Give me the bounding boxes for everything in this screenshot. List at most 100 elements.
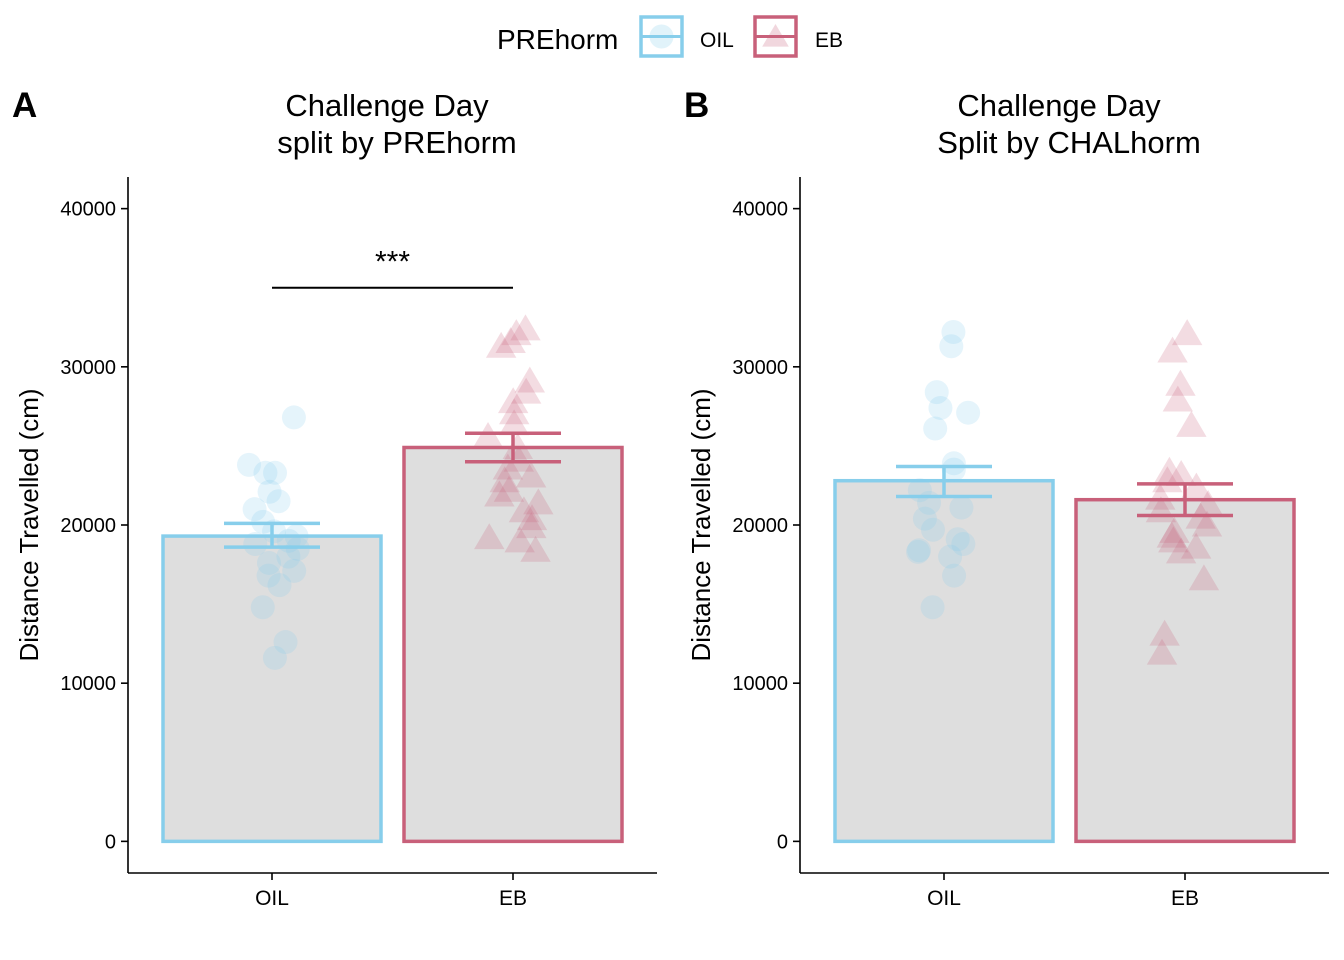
- x-tick-label: EB: [499, 887, 527, 910]
- data-point-oil: [276, 544, 301, 569]
- data-point-oil: [250, 595, 275, 620]
- data-point-oil: [928, 395, 953, 420]
- data-point-eb: [516, 512, 547, 539]
- y-tick-label: 10000: [60, 673, 116, 695]
- data-point-eb: [489, 466, 520, 493]
- data-point-eb: [495, 327, 526, 354]
- data-point-oil: [941, 320, 966, 345]
- legend-title: PREhorm: [497, 24, 618, 55]
- data-point-oil: [942, 563, 967, 588]
- data-point-eb: [1156, 521, 1187, 548]
- y-axis-label: Distance Travelled (cm): [14, 388, 44, 661]
- data-point-eb: [499, 398, 530, 425]
- legend-key-triangle-marker: [762, 24, 789, 47]
- x-tick-label: EB: [1171, 887, 1199, 910]
- data-point-oil: [282, 558, 307, 583]
- data-point-eb: [501, 319, 532, 346]
- y-tick-label: 20000: [60, 515, 116, 537]
- data-point-oil: [256, 563, 281, 588]
- data-point-eb: [1180, 532, 1212, 559]
- data-point-eb: [1159, 516, 1190, 543]
- data-point-oil: [939, 334, 964, 359]
- data-point-eb: [1165, 459, 1197, 486]
- data-point-oil: [257, 479, 282, 504]
- data-point-oil: [924, 380, 949, 405]
- data-point-eb: [520, 535, 551, 562]
- data-point-eb: [1188, 564, 1220, 591]
- data-point-oil: [945, 527, 970, 552]
- data-point-eb: [484, 480, 515, 507]
- y-tick-label: 30000: [732, 357, 788, 379]
- data-point-oil: [263, 460, 288, 485]
- legend-key-circle-marker: [649, 24, 674, 49]
- data-point-eb: [1176, 410, 1207, 437]
- data-point-eb: [508, 496, 540, 523]
- data-point-eb: [493, 475, 525, 502]
- panel-label: B: [684, 86, 709, 125]
- bar-oil: [161, 534, 383, 844]
- data-point-eb: [1162, 385, 1194, 412]
- data-point-eb: [1149, 619, 1180, 646]
- panel-title: Challenge Day: [285, 88, 489, 123]
- x-tick-label: OIL: [927, 887, 961, 910]
- data-point-eb: [1154, 456, 1185, 483]
- data-point-oil: [920, 595, 945, 620]
- data-point-oil: [907, 538, 932, 563]
- data-point-oil: [267, 573, 292, 598]
- y-tick-label: 0: [105, 831, 116, 853]
- data-point-oil: [266, 489, 291, 514]
- data-point-eb: [1165, 369, 1196, 396]
- data-point-oil: [941, 451, 966, 476]
- data-point-eb: [498, 409, 530, 436]
- data-point-oil: [938, 544, 963, 569]
- data-point-oil: [941, 457, 966, 482]
- x-tick-label: OIL: [255, 887, 289, 910]
- data-point-oil: [256, 550, 281, 575]
- data-point-eb: [1157, 336, 1188, 363]
- data-point-oil: [262, 519, 287, 544]
- data-point-eb: [485, 331, 517, 358]
- y-tick-label: 30000: [60, 357, 116, 379]
- y-tick-label: 40000: [732, 199, 788, 221]
- data-point-eb: [510, 314, 541, 341]
- data-point-eb: [1158, 526, 1189, 553]
- data-point-eb: [1165, 537, 1197, 564]
- y-tick-label: 20000: [732, 515, 788, 537]
- data-point-eb: [516, 504, 548, 531]
- data-point-oil: [262, 645, 287, 670]
- data-point-eb: [510, 377, 542, 404]
- data-point-eb: [514, 366, 546, 393]
- data-point-eb: [502, 433, 534, 459]
- bar-eb: [402, 445, 624, 844]
- y-axis-label: Distance Travelled (cm): [686, 388, 716, 661]
- data-point-oil: [906, 539, 931, 564]
- data-point-oil: [951, 531, 976, 556]
- data-point-eb: [1152, 466, 1183, 493]
- y-tick-label: 40000: [60, 199, 116, 221]
- panel-subtitle: split by PREhorm: [277, 125, 516, 160]
- data-point-oil: [284, 524, 309, 549]
- data-point-eb: [1191, 510, 1223, 537]
- y-tick-label: 10000: [732, 673, 788, 695]
- data-point-oil: [242, 497, 267, 522]
- data-point-oil: [920, 517, 945, 542]
- bar-oil: [833, 478, 1055, 844]
- data-point-eb: [1192, 490, 1224, 516]
- data-point-oil: [253, 460, 278, 485]
- panel-title: Challenge Day: [957, 88, 1161, 123]
- data-point-eb: [1171, 319, 1203, 346]
- data-point-eb: [503, 445, 534, 472]
- panel-label: A: [12, 86, 37, 125]
- data-point-oil: [243, 531, 268, 556]
- legend: PREhorm OIL EB: [497, 15, 843, 58]
- data-point-eb: [504, 526, 535, 553]
- data-point-oil: [923, 416, 948, 441]
- legend-item-oil: OIL: [639, 15, 734, 58]
- legend-item-eb: EB: [753, 15, 843, 58]
- data-point-oil: [949, 495, 974, 520]
- data-point-oil: [236, 452, 261, 477]
- data-point-oil: [281, 405, 306, 430]
